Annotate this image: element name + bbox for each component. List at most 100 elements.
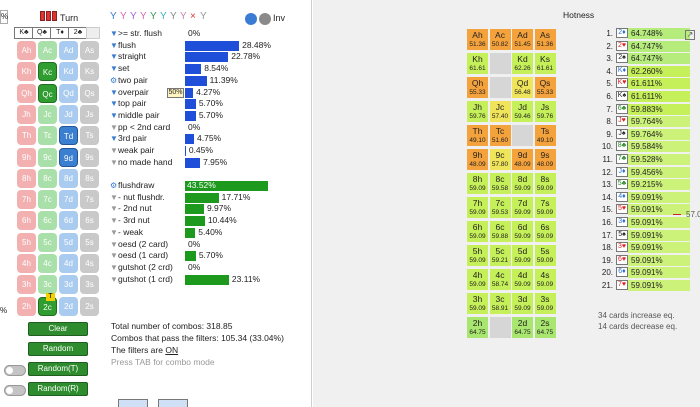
card-4h[interactable]: 4h (17, 254, 36, 273)
card-td[interactable]: Td (59, 126, 78, 146)
filter-icon-7[interactable]: Y (170, 11, 178, 22)
card-ad[interactable]: Ad (59, 41, 78, 60)
bottom-toolbar-button-1[interactable] (118, 399, 148, 407)
card-9c[interactable]: 9c (38, 147, 57, 167)
ranked-card-chip[interactable]: J♦ (616, 166, 628, 177)
filter-icon[interactable]: ▼ (110, 227, 118, 237)
card-9s[interactable]: 9s (80, 147, 99, 167)
filter-icon-1[interactable]: Y (110, 11, 118, 22)
card-qd[interactable]: Qd (59, 83, 78, 103)
card-7s[interactable]: 7s (80, 190, 99, 210)
ranked-card-chip[interactable]: 4♦ (616, 191, 628, 202)
filter-icon[interactable]: ▼ (110, 274, 118, 284)
card-9d[interactable]: 9d (59, 147, 78, 167)
card-ts[interactable]: Ts (80, 126, 99, 146)
card-8s[interactable]: 8s (80, 168, 99, 188)
card-th[interactable]: Th (17, 126, 36, 146)
card-jh[interactable]: Jh (17, 104, 36, 124)
filter-icon[interactable]: ▼ (110, 29, 118, 38)
ranked-card-chip[interactable]: 5♠ (616, 229, 628, 240)
card-3s[interactable]: 3s (80, 275, 99, 295)
ranked-card-chip[interactable]: 5♣ (616, 179, 628, 190)
gear-icon[interactable]: ⚙ (110, 75, 118, 85)
overpair-threshold-marker[interactable]: 50% (167, 88, 184, 98)
filter-icon[interactable]: ▼ (110, 204, 118, 214)
filter-icon[interactable]: ▼ (110, 216, 118, 226)
card-2h[interactable]: 2h (17, 296, 36, 316)
random-t-toggle[interactable] (4, 365, 26, 376)
ranked-card-chip[interactable]: 5♥ (616, 204, 628, 215)
filter-icon[interactable]: ▼ (110, 251, 118, 261)
clear-button[interactable]: Clear (28, 322, 88, 336)
filter-icon[interactable]: ▼ (110, 87, 118, 97)
filter-icon[interactable]: ▼ (110, 52, 118, 62)
ranked-card-chip[interactable]: K♥ (616, 78, 628, 89)
card-6h[interactable]: 6h (17, 211, 36, 231)
card-3c[interactable]: 3c (38, 275, 57, 295)
ranked-card-chip[interactable]: 6♥ (616, 254, 628, 265)
filter-icon-3[interactable]: Y (130, 11, 138, 22)
card-8c[interactable]: 8c (38, 168, 57, 188)
card-qh[interactable]: Qh (17, 83, 36, 103)
ranked-card-chip[interactable]: K♠ (616, 91, 628, 101)
ranked-card-chip[interactable]: 6♦ (616, 267, 628, 278)
filter-icon-5[interactable]: Y (150, 11, 158, 22)
card-qc[interactable]: Qc (38, 83, 57, 103)
filter-icon[interactable]: ▼ (110, 146, 118, 155)
refresh-icon[interactable] (245, 12, 257, 25)
card-7d[interactable]: 7d (59, 190, 78, 210)
card-3h[interactable]: 3h (17, 275, 36, 295)
filters-state-value[interactable]: ON (165, 345, 179, 355)
gear-icon[interactable] (259, 12, 271, 25)
ranked-card-chip[interactable]: 6♣ (616, 103, 628, 114)
random-r-button[interactable]: Random(R) (28, 382, 88, 396)
filter-icon-2[interactable]: Y (120, 11, 128, 22)
ranked-card-chip[interactable]: 7♥ (616, 280, 628, 290)
filter-icon[interactable]: ▼ (110, 192, 118, 202)
card-6d[interactable]: 6d (59, 211, 78, 231)
filter-icon-6[interactable]: Y (160, 11, 168, 22)
filter-icon[interactable]: ▼ (110, 239, 118, 249)
empty-card-slot[interactable] (86, 27, 100, 39)
card-ks[interactable]: Ks (80, 62, 99, 82)
ranked-card-chip[interactable]: J♠ (616, 128, 628, 139)
card-8h[interactable]: 8h (17, 168, 36, 188)
tag-td[interactable]: T♦ (50, 27, 70, 39)
card-qs[interactable]: Qs (80, 83, 99, 103)
ranked-card-chip[interactable]: 2♥ (616, 40, 628, 51)
filter-icon[interactable]: ▼ (110, 122, 118, 132)
card-jc[interactable]: Jc (38, 104, 57, 124)
tag-2c[interactable]: 2♣ (68, 27, 88, 39)
filter-icon-4[interactable]: Y (140, 11, 148, 22)
inv-label[interactable]: Inv (273, 13, 286, 23)
card-ac[interactable]: Ac (38, 41, 57, 60)
card-7c[interactable]: 7c (38, 190, 57, 210)
card-4d[interactable]: 4d (59, 254, 78, 273)
ranked-card-chip[interactable]: 3♦ (616, 217, 628, 227)
expand-icon[interactable]: ↗ (685, 30, 695, 40)
filter-icon[interactable]: ▼ (110, 64, 118, 74)
bottom-toolbar-button-2[interactable] (158, 399, 188, 407)
filter-icon[interactable]: ▼ (110, 157, 118, 167)
card-5d[interactable]: 5d (59, 232, 78, 252)
random-r-toggle[interactable] (4, 385, 26, 396)
card-4c[interactable]: 4c (38, 254, 57, 273)
random-button[interactable]: Random (28, 342, 88, 356)
filter-icon[interactable]: ▼ (110, 262, 118, 272)
card-2s[interactable]: 2s (80, 296, 99, 316)
tag-kc[interactable]: K♣ (14, 27, 34, 39)
gear-icon[interactable]: ⚙ (110, 181, 118, 190)
filter-icon-8[interactable]: Y (180, 11, 188, 22)
filter-icon[interactable]: ▼ (110, 110, 118, 120)
ranked-card-chip[interactable]: K♦ (616, 65, 628, 76)
filter-icon[interactable]: ▼ (110, 40, 118, 50)
card-tc[interactable]: Tc (38, 126, 57, 146)
turn-cards-icon[interactable] (40, 11, 58, 23)
card-7h[interactable]: 7h (17, 190, 36, 210)
card-9h[interactable]: 9h (17, 147, 36, 167)
card-2d[interactable]: 2d (59, 296, 78, 316)
card-ah[interactable]: Ah (17, 41, 36, 60)
card-jd[interactable]: Jd (59, 104, 78, 124)
tag-qc[interactable]: Q♣ (32, 27, 52, 39)
filter-icon-9[interactable]: × (190, 11, 197, 22)
